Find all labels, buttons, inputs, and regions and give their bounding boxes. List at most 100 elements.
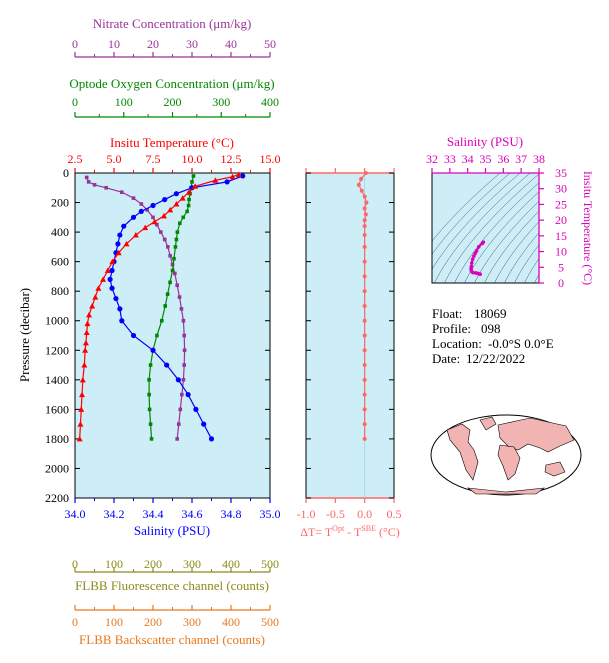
temperature-point	[132, 232, 139, 238]
location-value: -0.0°S 0.0°E	[488, 336, 554, 351]
ts-temperature-tick-label: 15	[555, 229, 567, 243]
ts-point	[470, 257, 475, 261]
salinity-point	[107, 276, 113, 282]
float-info: Float: 18069 Profile: 098 Location: -0.0…	[432, 306, 554, 366]
ts-salinity-axis-label: Salinity (PSU)	[447, 134, 523, 149]
oxygen-point	[178, 221, 182, 226]
delta-t-point	[362, 259, 367, 264]
temperature-point	[123, 240, 130, 247]
nitrate-point	[181, 318, 186, 323]
temperature-point	[167, 206, 174, 213]
temperature-point	[77, 421, 84, 427]
pressure-tick-label: 600	[51, 255, 69, 269]
temperature-point	[179, 195, 186, 201]
ts-point	[469, 261, 474, 265]
nitrate-tick-label: 0	[72, 37, 78, 51]
salinity-axis-label: Salinity (PSU)	[134, 523, 210, 538]
oxygen-point	[149, 437, 154, 441]
salinity-point	[162, 196, 168, 203]
salinity-point	[175, 377, 181, 383]
salinity-point	[189, 185, 195, 191]
flbb-tick-label: 400	[222, 557, 240, 571]
ts-salinity-tick-label: 34	[462, 152, 474, 166]
ts-salinity-tick-label: 37	[515, 152, 527, 166]
delta-t-point	[362, 194, 367, 199]
salinity-tick-label: 35.0	[260, 507, 281, 521]
delta-t-point	[362, 244, 367, 249]
nitrate-point	[182, 333, 186, 338]
nitrate-tick-label: 10	[108, 37, 120, 51]
ts-salinity-tick-label: 33	[444, 152, 456, 166]
oxygen-tick-label: 300	[212, 95, 230, 109]
pressure-tick-label: 1400	[45, 373, 69, 387]
nitrate-point	[177, 295, 182, 299]
salinity-point	[208, 436, 215, 442]
pressure-tick-label: 2000	[45, 461, 69, 475]
oxygen-point	[172, 256, 176, 261]
profile-value: 098	[481, 321, 501, 336]
oxygen-point	[159, 318, 164, 323]
delta-t-tick-label: 0.5	[387, 507, 402, 521]
map-continent-australia	[544, 461, 566, 477]
oxygen-axis-label: Optode Oxygen Concentration (μm/kg)	[69, 76, 274, 91]
salinity-tick-label: 34.8	[221, 507, 242, 521]
salinity-point	[164, 362, 170, 368]
delta-t-point	[359, 176, 364, 181]
oxygen-point	[155, 333, 159, 338]
nitrate-point	[175, 283, 179, 288]
delta-t-point	[364, 200, 369, 205]
nitrate-tick-label: 20	[147, 37, 159, 51]
temperature-point	[229, 173, 236, 180]
ts-series-layer	[469, 240, 486, 277]
salinity-point	[138, 208, 144, 215]
salinity-point	[117, 306, 123, 312]
density-contour	[432, 173, 501, 242]
backscatter-axis-label: FLBB Backscatter channel (counts)	[79, 632, 265, 647]
delta-t-point	[362, 363, 367, 368]
temperature-point	[86, 311, 93, 318]
temperature-point	[212, 177, 219, 183]
ts-temperature-tick-label: 25	[555, 197, 567, 211]
temperature-tick-label: 5.0	[107, 152, 122, 166]
temperature-point	[92, 294, 99, 300]
salinity-tick-label: 34.6	[182, 507, 203, 521]
temperature-tick-label: 15.0	[260, 152, 281, 166]
delta-t-plot-area	[305, 172, 395, 499]
flbb-tick-label: 500	[261, 557, 279, 571]
backscatter-tick-label: 300	[183, 615, 201, 629]
temperature-point	[79, 391, 86, 398]
temperature-point	[84, 320, 91, 327]
nitrate-axis-ticks: 0 10 20 30 40 50	[72, 37, 276, 57]
pressure-tick-label: 200	[51, 196, 69, 210]
oxygen-point	[165, 292, 170, 296]
temperature-point	[79, 376, 86, 383]
map-continent-antarctica	[466, 487, 546, 495]
delta-t-point	[362, 377, 367, 382]
pressure-axis-ticks: 0 200 400 600 800 1000 1200 1400 1600 1800 2000 220…	[45, 166, 270, 505]
oxygen-tick-label: 0	[72, 95, 78, 109]
delta-t-tick-label: -1.0	[297, 507, 316, 521]
oxygen-tick-label: 400	[261, 95, 279, 109]
salinity-point	[224, 179, 230, 185]
delta-t-point	[362, 318, 367, 323]
density-contour	[432, 173, 511, 255]
map-continent-greenland	[479, 416, 497, 431]
delta-t-point	[362, 392, 367, 397]
delta-t-point	[362, 333, 367, 338]
salinity-point	[130, 332, 137, 339]
nitrate-point	[180, 392, 184, 397]
ts-point	[480, 241, 485, 246]
delta-t-tick-label: 0.0	[357, 507, 372, 521]
delta-t-point	[363, 212, 368, 217]
delta-t-point	[362, 233, 367, 238]
delta-t-point	[359, 188, 364, 193]
nitrate-point	[166, 245, 170, 249]
backscatter-tick-label: 400	[222, 615, 240, 629]
temperature-point	[83, 329, 90, 336]
temperature-tick-label: 12.5	[221, 152, 242, 166]
oxygen-point	[170, 268, 175, 273]
density-contour	[534, 273, 539, 283]
world-map	[430, 414, 582, 496]
oxygen-point	[190, 180, 194, 184]
density-contour	[504, 232, 539, 283]
